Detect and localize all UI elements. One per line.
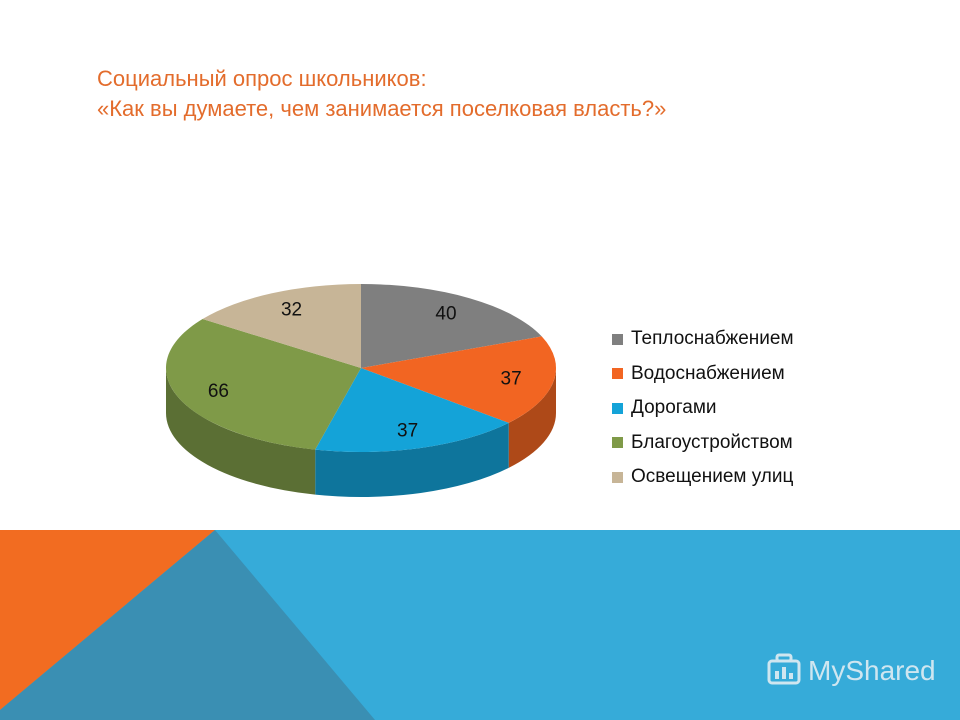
legend-item-1: Теплоснабжением bbox=[612, 322, 794, 357]
pie-slice-5 bbox=[202, 284, 361, 368]
myshared-logo-icon bbox=[767, 653, 801, 685]
legend-swatch bbox=[612, 333, 623, 345]
slide-title: Социальный опрос школьников: «Как вы дум… bbox=[97, 64, 917, 124]
legend-label: Водоснабжением bbox=[631, 362, 785, 384]
title-line-1: Социальный опрос школьников: bbox=[97, 66, 427, 91]
legend-item-3: Дорогами bbox=[612, 391, 794, 426]
legend-label: Теплоснабжением bbox=[631, 328, 794, 349]
legend-label: Дорогами bbox=[631, 397, 717, 418]
pie-slice-1 bbox=[361, 284, 542, 368]
legend-label: Благоустройством bbox=[631, 431, 793, 453]
watermark: MyShared bbox=[766, 653, 936, 689]
legend-item-2: Водоснабжением bbox=[612, 357, 794, 392]
watermark-text: MyShared bbox=[808, 655, 936, 686]
data-label-3: 37 bbox=[397, 420, 418, 441]
legend-label: Освещением улиц bbox=[631, 466, 794, 487]
pie-slice-4 bbox=[166, 319, 361, 450]
pie-side-3 bbox=[315, 422, 509, 498]
band-slate-triangle bbox=[0, 530, 375, 720]
pie-slice-2 bbox=[361, 336, 556, 423]
pie-top bbox=[166, 284, 556, 452]
pie-slice-3 bbox=[315, 368, 509, 452]
title-line-2: «Как вы думаете, чем занимается поселков… bbox=[97, 96, 667, 121]
pie-side-2 bbox=[508, 368, 556, 468]
legend-swatch bbox=[612, 437, 623, 449]
data-label-5: 32 bbox=[281, 300, 302, 321]
chart-legend: Теплоснабжением Водоснабжением Дорогами Бла… bbox=[612, 322, 794, 495]
legend-item-4: Благоустройством bbox=[612, 426, 794, 461]
data-label-2: 37 bbox=[501, 369, 522, 390]
pie-side-4 bbox=[166, 368, 316, 495]
legend-swatch bbox=[612, 368, 623, 380]
pie-sides bbox=[166, 368, 556, 498]
legend-swatch bbox=[612, 471, 623, 483]
data-label-4: 66 bbox=[208, 381, 229, 402]
legend-item-5: Освещением улиц bbox=[612, 460, 794, 495]
data-label-1: 40 bbox=[435, 304, 456, 325]
legend-swatch bbox=[612, 402, 623, 414]
decorative-bottom-band bbox=[0, 530, 960, 720]
